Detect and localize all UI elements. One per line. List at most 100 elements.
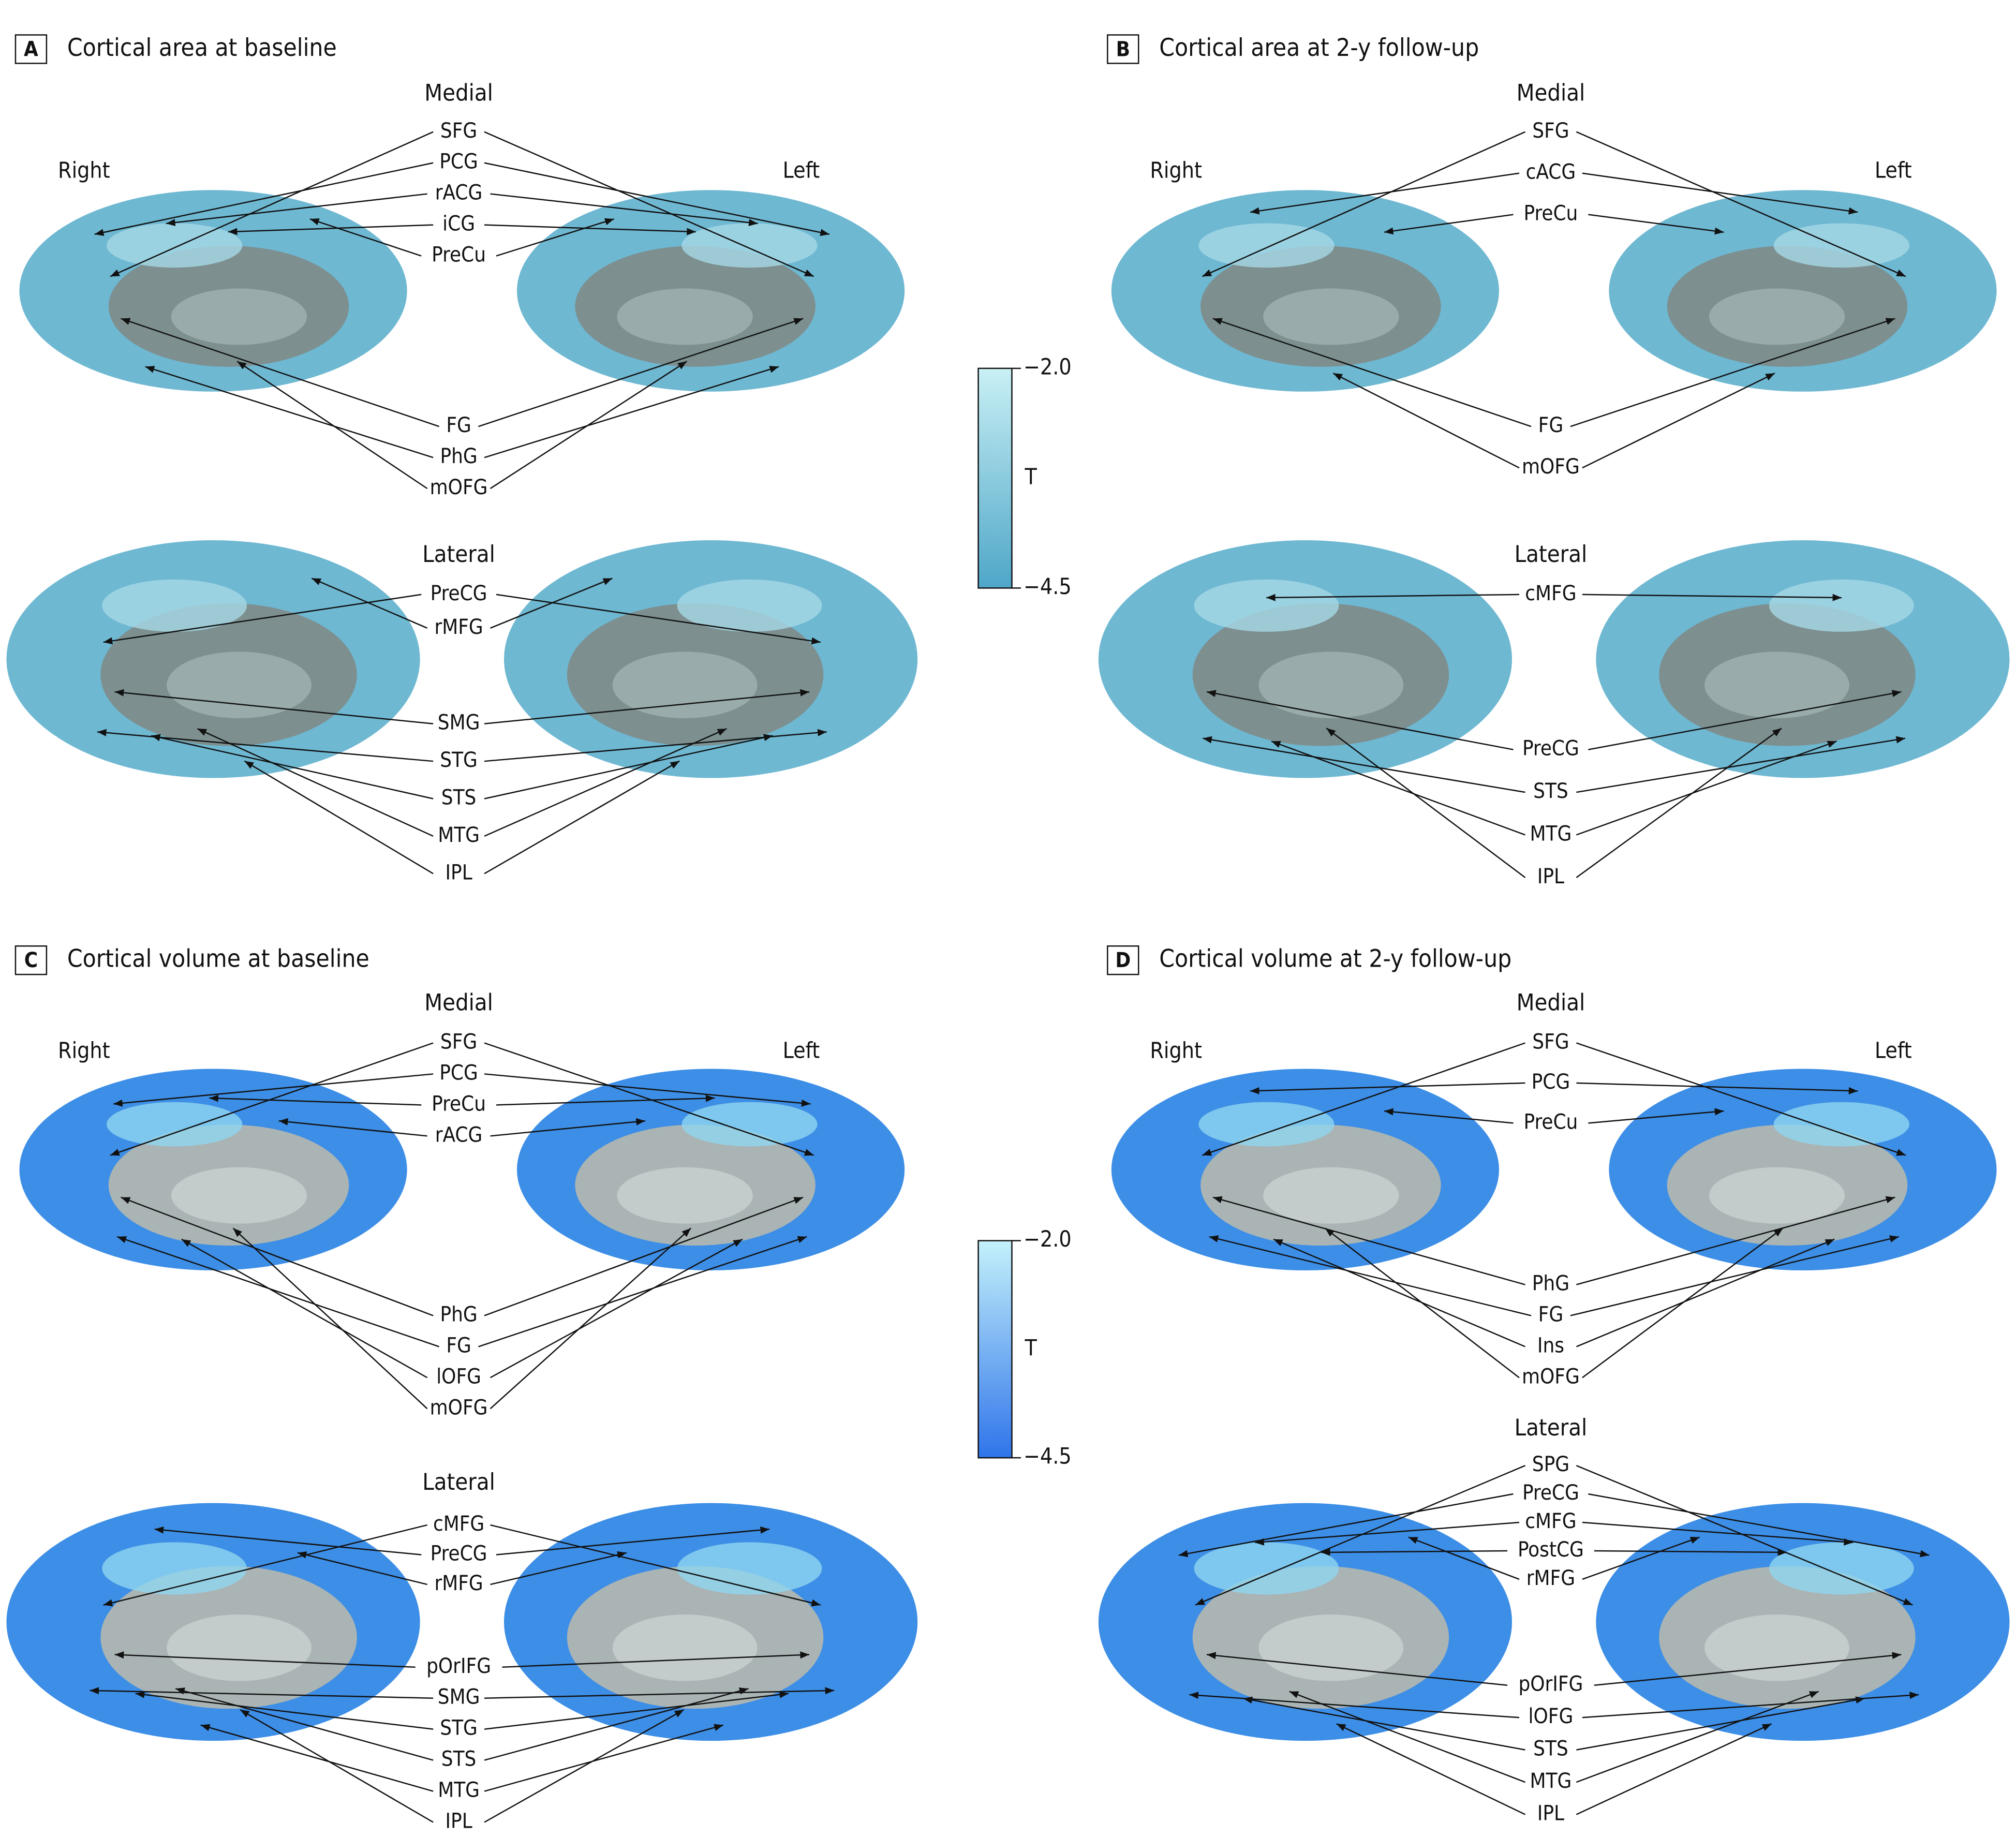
leader-arrow: [200, 1724, 434, 1792]
leader-arrow: [311, 577, 428, 629]
brain-highlight: [1198, 223, 1335, 268]
brain-sulcus: [167, 1614, 312, 1681]
leader-arrow: [1582, 172, 1858, 215]
view-heading: Lateral: [422, 540, 495, 568]
leader-arrow: [1243, 1696, 1525, 1751]
region-label: STS: [441, 786, 477, 809]
leader-arrow: [1212, 1196, 1525, 1285]
view-heading: Lateral: [1515, 540, 1588, 568]
region-label: Ins: [1537, 1334, 1564, 1357]
region-label: PCG: [1532, 1070, 1570, 1094]
leader-arrow: [135, 1691, 434, 1730]
region-label: PhG: [440, 1302, 477, 1326]
leader-arrow: [240, 1709, 434, 1823]
leader-arrow: [1384, 214, 1514, 235]
leader-arrow: [484, 224, 696, 235]
leader-arrow: [1273, 1238, 1525, 1347]
leader-arrow: [1576, 740, 1837, 836]
region-label: SMG: [438, 1685, 480, 1709]
leader-arrow: [484, 1687, 749, 1761]
colorbar-label: T: [1024, 1336, 1037, 1361]
region-label: mOFG: [430, 1396, 488, 1419]
side-label: Right: [58, 1038, 110, 1063]
brain-sulcus: [1263, 1167, 1399, 1224]
brain-sulcus: [1258, 651, 1404, 719]
leader-arrow: [496, 1094, 715, 1106]
leader-arrow: [1202, 1042, 1525, 1156]
leader-arrow: [1576, 1696, 1865, 1751]
leader-arrow: [1576, 1465, 1913, 1606]
leader-arrow: [1206, 690, 1514, 750]
brain-highlight: [677, 1542, 822, 1595]
leader-arrow: [232, 1227, 428, 1410]
leader-arrow: [490, 1551, 627, 1586]
leader-arrow: [478, 318, 804, 427]
leader-arrow: [484, 162, 830, 236]
leader-arrow: [484, 1073, 811, 1107]
leader-arrow: [1582, 1227, 1784, 1379]
panel-label: D: [1115, 949, 1131, 972]
leader-arrow: [1588, 1108, 1724, 1124]
region-label: FG: [1538, 1302, 1564, 1326]
region-label: mOFG: [430, 476, 488, 499]
region-label: PCG: [439, 1061, 478, 1085]
region-label: STS: [1533, 1737, 1568, 1761]
side-label: Left: [1875, 1038, 1912, 1063]
region-label: PreCu: [432, 1092, 486, 1116]
region-label: cMFG: [1525, 1509, 1576, 1533]
region-label: PreCG: [431, 582, 487, 605]
leader-arrow: [484, 1196, 804, 1316]
brain-highlight: [107, 1102, 243, 1147]
side-label: Right: [58, 158, 110, 184]
region-label: PreCu: [1524, 1110, 1578, 1134]
panel-label-box: [1107, 34, 1139, 64]
leader-arrow: [151, 734, 434, 799]
leader-arrow: [490, 1227, 692, 1410]
region-label: pOrIFG: [1518, 1672, 1583, 1696]
leader-arrow: [1326, 728, 1526, 878]
brain-sulcus: [617, 288, 753, 345]
panel-title: Cortical area at 2-y follow-up: [1159, 34, 1479, 62]
leader-arrow: [490, 1238, 743, 1379]
brain-highlight: [1194, 579, 1339, 632]
panel-title: Cortical volume at 2-y follow-up: [1159, 945, 1511, 973]
brain-highlight: [102, 579, 247, 632]
leader-arrow: [484, 760, 680, 875]
view-heading: Lateral: [422, 1468, 495, 1495]
brain-sulcus: [167, 651, 312, 719]
panel-title: Cortical area at baseline: [67, 34, 337, 62]
colorbar: [977, 1240, 1013, 1459]
leader-arrow: [114, 1651, 416, 1668]
side-label: Left: [783, 1038, 820, 1063]
region-label: PreCu: [1524, 202, 1578, 226]
leader-arrow: [1588, 1493, 1930, 1558]
brain-sulcus: [1704, 1614, 1849, 1681]
view-heading: Medial: [424, 989, 493, 1016]
leader-arrow: [145, 366, 434, 458]
colorbar-min: −4.5: [1024, 574, 1072, 600]
region-label: rACG: [435, 1123, 483, 1147]
panel-label-box: [1107, 945, 1139, 975]
region-label: mOFG: [1522, 1365, 1580, 1388]
brain-highlight: [1773, 1102, 1909, 1147]
panel-title: Cortical volume at baseline: [67, 945, 369, 973]
leader-arrow: [1332, 373, 1520, 469]
region-label: STS: [1533, 779, 1568, 803]
leader-arrow: [90, 1687, 434, 1699]
leader-arrow: [114, 689, 434, 724]
leader-arrow: [502, 1651, 809, 1668]
leader-arrow: [209, 1094, 422, 1106]
region-label: IPL: [445, 1809, 472, 1833]
leader-arrow: [103, 1524, 427, 1607]
leader-arrow: [175, 1687, 434, 1761]
leader-arrow: [297, 1551, 427, 1586]
leader-arrow: [1588, 214, 1724, 235]
leader-arrow: [1250, 172, 1520, 215]
region-label: rACG: [435, 181, 483, 205]
leader-arrow: [166, 193, 427, 227]
leader-arrow: [121, 318, 440, 427]
region-label: SFG: [440, 119, 477, 143]
region-label: pOrIFG: [426, 1654, 491, 1678]
leader-arrow: [490, 577, 613, 629]
leader-arrow: [1576, 1042, 1906, 1156]
